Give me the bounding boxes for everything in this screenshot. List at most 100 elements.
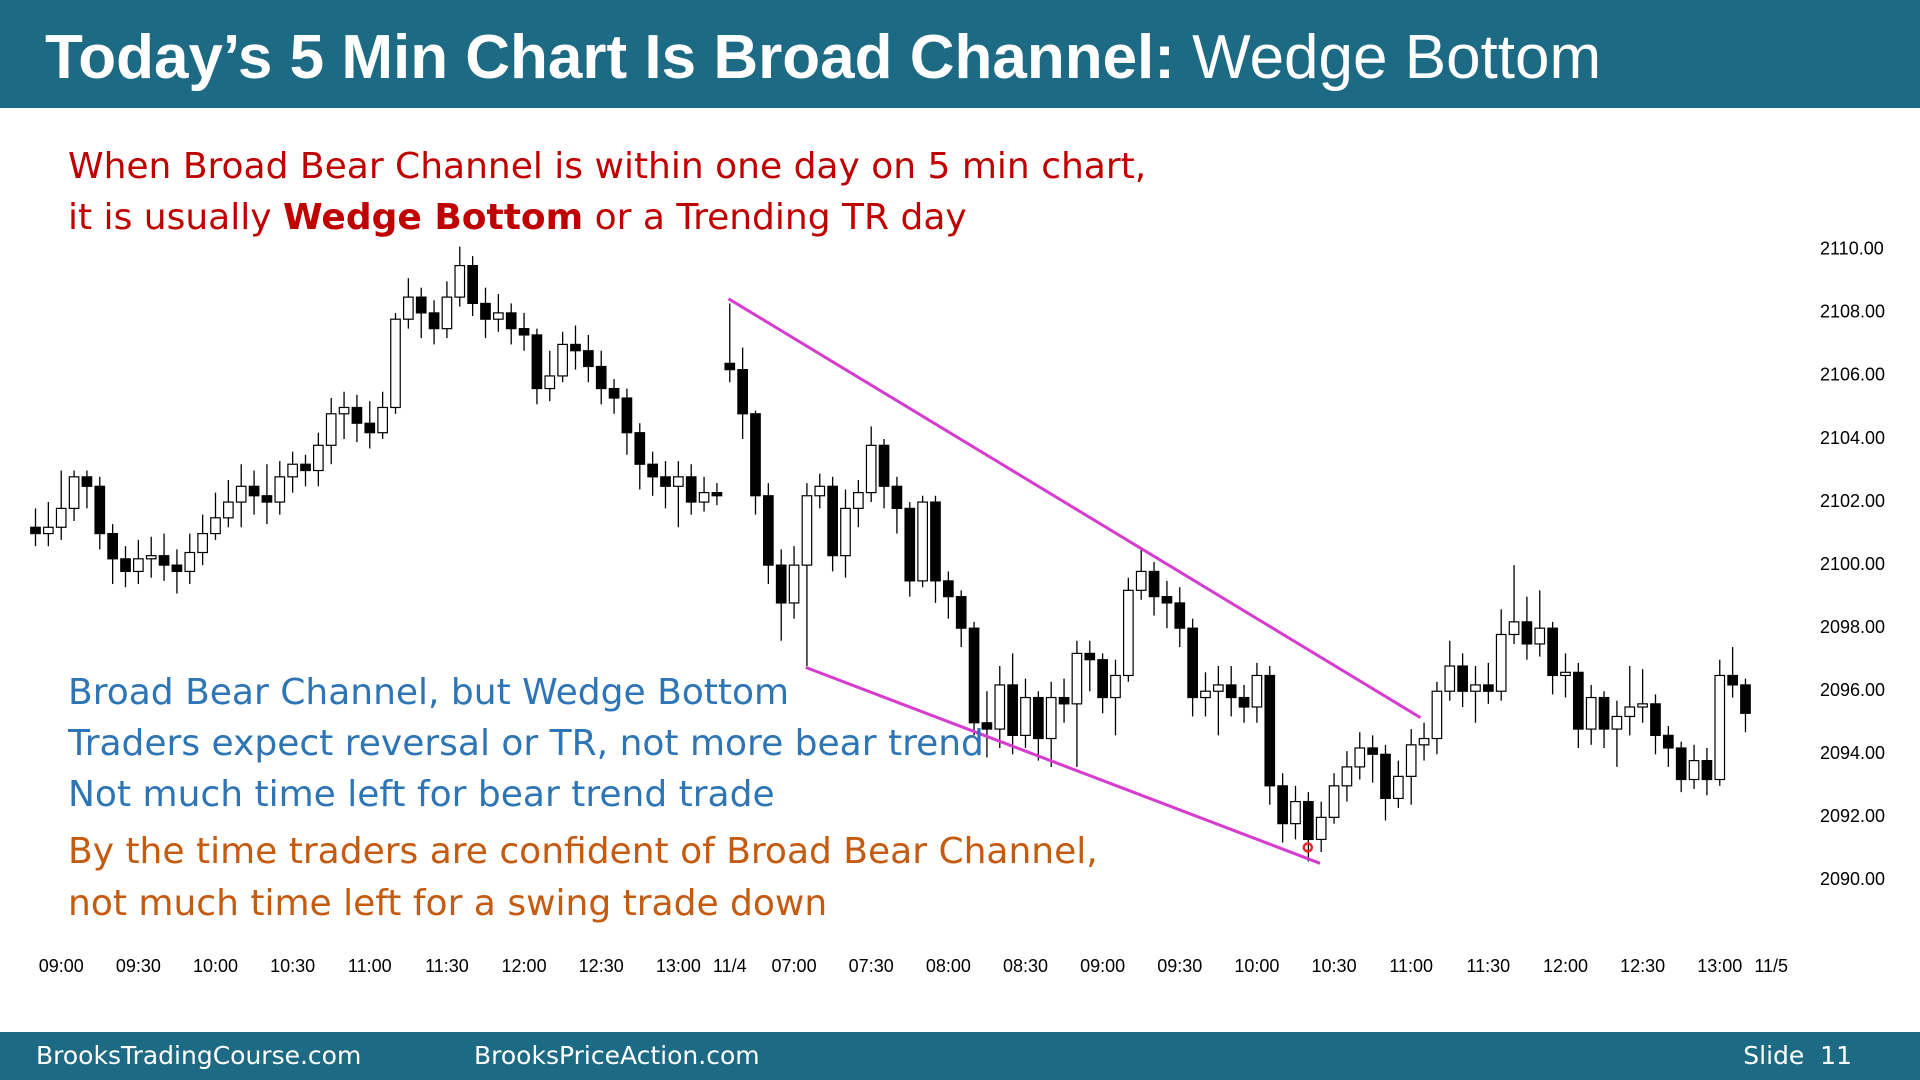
candle-body	[120, 558, 131, 573]
candle-body	[1058, 696, 1070, 705]
candle-body	[1560, 671, 1571, 677]
candle-body	[1598, 696, 1610, 730]
x-tick-label: 12:30	[579, 956, 624, 976]
candle-body	[467, 264, 478, 305]
candle-body	[1122, 589, 1134, 677]
red-note: it is usually Wedge Bottom or a Trending…	[68, 197, 967, 238]
candle-body	[480, 302, 491, 320]
wedge-upper-line	[727, 297, 1422, 719]
candle-body	[1701, 759, 1713, 781]
candle-body	[248, 485, 260, 497]
candle-body	[493, 312, 504, 320]
candle-body	[1032, 696, 1044, 740]
candle-body	[505, 312, 517, 330]
candle-body	[801, 495, 813, 566]
candle-body	[107, 532, 118, 560]
x-tick-label: 12:00	[1543, 956, 1588, 976]
footer-middle: BrooksPriceAction.com	[474, 1041, 760, 1070]
candle-body	[133, 558, 144, 573]
candle-body	[660, 476, 671, 487]
candle-body	[171, 564, 183, 573]
candle-body	[878, 444, 890, 487]
footer-right: Slide 11	[1743, 1041, 1852, 1070]
candle-body	[1200, 690, 1211, 699]
candle-body	[1418, 737, 1430, 746]
candle-body	[1547, 627, 1558, 677]
x-tick-label: 10:30	[1312, 956, 1357, 976]
candle-body	[942, 580, 954, 598]
candle-body	[1624, 706, 1636, 718]
candle-body	[1007, 684, 1018, 736]
candle-body	[1740, 684, 1751, 714]
footer-left: BrooksTradingCourse.com	[36, 1041, 362, 1070]
candle-body	[1534, 627, 1546, 645]
candle-body	[1380, 753, 1391, 800]
candle-body	[1020, 696, 1031, 736]
candle-body	[775, 564, 787, 604]
candle-body	[1714, 674, 1726, 781]
slide-title: Today’s 5 Min Chart Is Broad Channel: We…	[45, 22, 1601, 93]
candle-body	[595, 365, 607, 390]
header: Today’s 5 Min Chart Is Broad Channel: We…	[0, 0, 1920, 108]
candle-body	[750, 413, 761, 497]
candle-body	[570, 343, 581, 352]
y-tick-label: 2102.00	[1820, 491, 1885, 511]
candle-body	[1688, 759, 1700, 781]
candle-body	[1495, 633, 1507, 692]
x-tick-label: 10:00	[193, 956, 238, 976]
candle-body	[968, 627, 980, 724]
y-tick-label: 2104.00	[1820, 428, 1885, 448]
candle-body	[647, 463, 658, 478]
candle-body	[1470, 684, 1481, 692]
x-tick-label: 10:00	[1234, 956, 1279, 976]
candle-body	[1572, 671, 1584, 730]
candle-body	[81, 476, 93, 487]
candle-body	[737, 369, 748, 415]
candle-body	[261, 495, 273, 503]
candle-body	[891, 485, 903, 509]
x-tick-label: 09:00	[1080, 956, 1125, 976]
candle-body	[981, 722, 993, 730]
candle-body	[235, 485, 247, 503]
candle-body	[1662, 734, 1674, 749]
candle-body	[1341, 766, 1353, 787]
x-tick-label: 08:30	[1003, 956, 1048, 976]
candle-body	[1405, 744, 1417, 777]
note-bold: Wedge Bottom	[282, 197, 584, 238]
candle-body	[1457, 665, 1468, 692]
candle-body	[223, 501, 234, 519]
candle-body	[364, 422, 376, 434]
candle-body	[930, 501, 941, 582]
footer: BrooksTradingCourse.com BrooksPriceActio…	[0, 1032, 1920, 1080]
title-regular: Wedge Bottom	[1192, 23, 1602, 92]
candle-body	[377, 406, 388, 434]
x-tick-label: 07:30	[849, 956, 894, 976]
candle-body	[544, 375, 556, 390]
x-tick-label: 10:30	[270, 956, 315, 976]
candle-body	[1251, 674, 1263, 708]
x-tick-label: 12:00	[502, 956, 547, 976]
x-tick-label: 13:00	[1697, 956, 1742, 976]
note-part: or a Trending TR day	[594, 197, 967, 238]
candle-body	[634, 432, 646, 465]
candle-body	[184, 551, 196, 573]
candle-body	[390, 318, 401, 409]
candle-body	[1187, 627, 1198, 699]
candle-body	[1071, 652, 1083, 705]
candle-body	[1148, 570, 1160, 598]
candle-body	[30, 526, 41, 535]
candle-body	[518, 328, 530, 336]
candle-body	[1328, 785, 1340, 818]
candle-body	[621, 397, 633, 434]
candle-body	[325, 413, 337, 446]
candle-body	[43, 526, 54, 535]
candle-body	[1521, 621, 1533, 645]
candle-body	[904, 507, 916, 582]
candle-body	[1097, 659, 1108, 699]
y-tick-label: 2108.00	[1820, 302, 1885, 322]
candle-body	[1585, 696, 1597, 730]
x-tick-label: 07:00	[772, 956, 817, 976]
y-tick-label: 2096.00	[1820, 680, 1885, 700]
x-tick-label: 11:30	[1466, 956, 1510, 976]
